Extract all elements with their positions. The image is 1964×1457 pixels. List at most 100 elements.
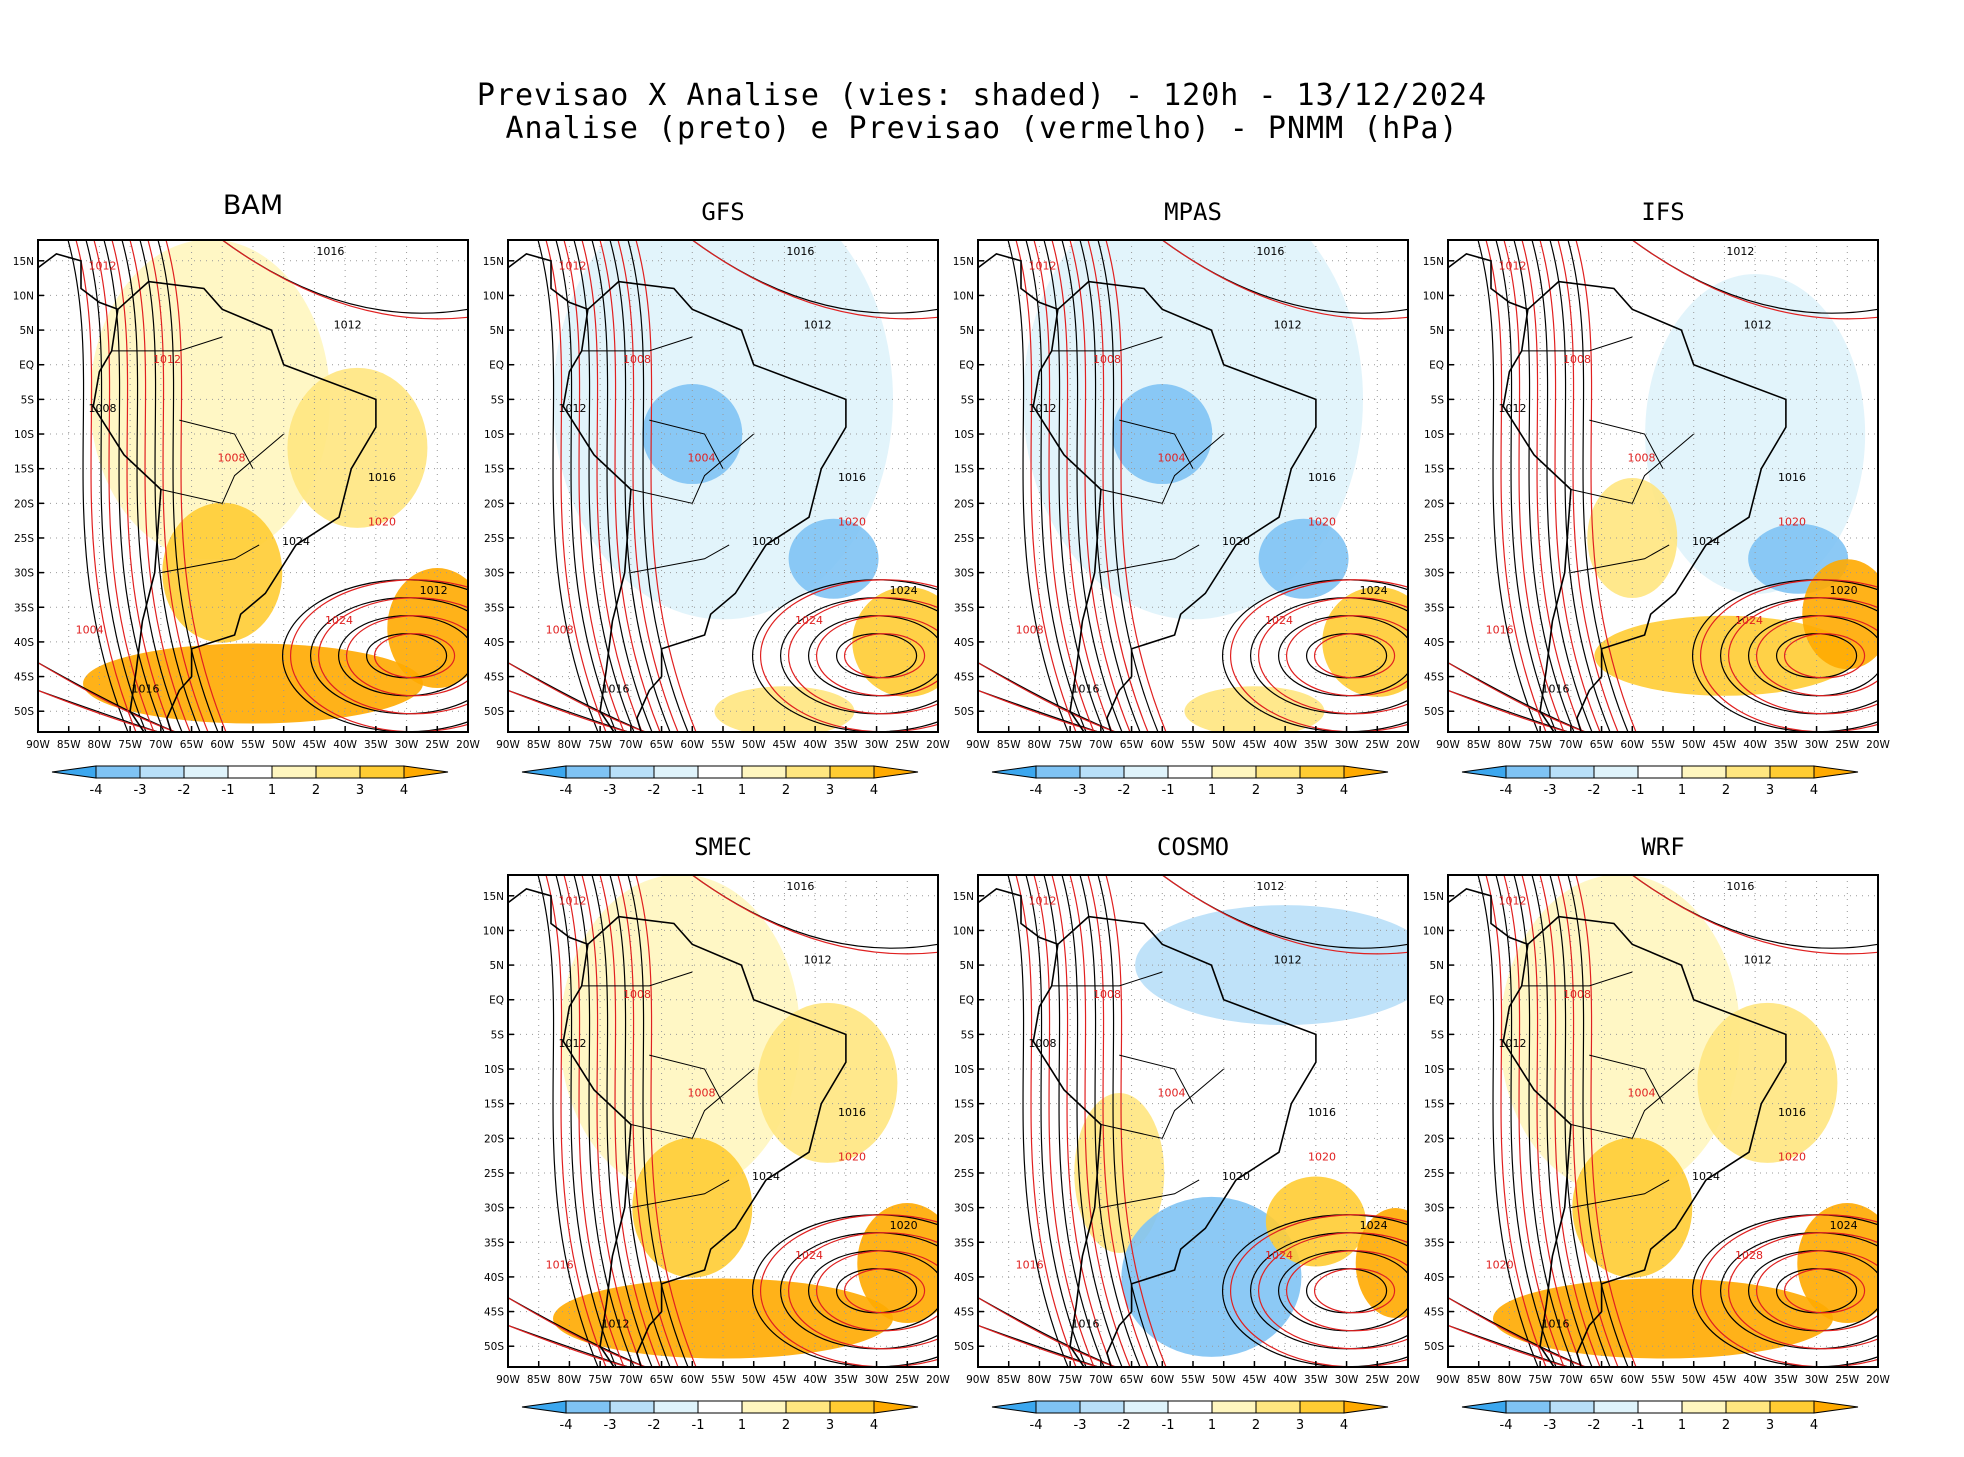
lat-tick-label: 40S (484, 637, 504, 649)
colorbar-label: 3 (356, 783, 364, 798)
lat-tick-label: 20S (954, 1133, 974, 1145)
isobar (1033, 875, 1095, 1367)
pressure-label: 1016 (602, 683, 630, 696)
pressure-label: 1012 (1499, 260, 1527, 273)
pressure-label: 1020 (368, 515, 396, 528)
lat-tick-label: 30S (1424, 568, 1444, 580)
colorbar-label: -4 (560, 783, 573, 798)
isobar (1783, 1268, 1866, 1314)
lon-tick-label: 20W (926, 1374, 950, 1386)
pressure-label: 1016 (1072, 1318, 1100, 1331)
lon-tick-label: 80W (1498, 739, 1522, 751)
colorbar-label: -4 (1030, 1418, 1043, 1433)
lon-tick-label: 90W (496, 739, 520, 751)
isobar (1503, 240, 1565, 732)
lon-tick-label: 80W (1028, 1374, 1052, 1386)
colorbar-label: -1 (1162, 783, 1175, 798)
lat-tick-label: 20S (484, 498, 504, 510)
pressure-label: 1016 (1542, 683, 1570, 696)
lon-tick-label: 60W (210, 739, 234, 751)
colorbar-label: 1 (738, 783, 746, 798)
lat-tick-label: 10N (1423, 290, 1444, 302)
isobar (599, 240, 661, 732)
lat-tick-label: 10S (954, 429, 974, 441)
pressure-label: 1012 (153, 353, 181, 366)
pressure-label: 1024 (1735, 614, 1763, 627)
lon-tick-label: 50W (272, 739, 296, 751)
lat-tick-label: 40S (14, 637, 34, 649)
lon-tick-label: 30W (395, 739, 419, 751)
lat-tick-label: 50S (1424, 1341, 1444, 1353)
lat-tick-label: 5S (491, 1029, 505, 1041)
isobar (617, 240, 679, 732)
isobar (1079, 875, 1141, 1367)
lat-tick-label: 5N (1429, 960, 1444, 972)
isobar (581, 875, 643, 1367)
lon-tick-label: 40W (1273, 1374, 1297, 1386)
pressure-label: 1012 (559, 1037, 587, 1050)
pressure-label: 1016 (1308, 1106, 1336, 1119)
lat-tick-label: 30S (954, 568, 974, 580)
isobar (1549, 875, 1611, 1367)
lon-tick-label: 65W (1590, 739, 1614, 751)
lat-tick-label: 45S (484, 1307, 504, 1319)
isobar (1285, 1250, 1408, 1332)
lat-tick-label: 5S (961, 394, 975, 406)
colorbar-label: -3 (1544, 1418, 1557, 1433)
isobar (318, 597, 468, 715)
pressure-label: 1008 (1093, 988, 1121, 1001)
lon-tick-label: 85W (997, 1374, 1021, 1386)
isobar (93, 240, 155, 732)
lon-tick-label: 20W (1396, 739, 1420, 751)
lat-tick-label: 30S (484, 1203, 504, 1215)
lat-tick-label: 15N (1423, 891, 1444, 903)
lat-tick-label: 25S (1424, 1168, 1444, 1180)
isobar (537, 875, 599, 1367)
colorbar-label: 4 (1810, 1418, 1818, 1433)
lat-tick-label: 15N (953, 256, 974, 268)
isobar (1485, 875, 1547, 1367)
lon-tick-label: 35W (1304, 739, 1328, 751)
pressure-label: 1004 (1158, 451, 1186, 464)
isobar (1007, 240, 1069, 732)
colorbar-label: 4 (400, 783, 408, 798)
isobar (1783, 633, 1866, 679)
lon-tick-label: 75W (1058, 739, 1082, 751)
lon-tick-label: 35W (1774, 1374, 1798, 1386)
lat-tick-label: 5S (21, 394, 35, 406)
lon-tick-label: 20W (456, 739, 480, 751)
pressure-label: 1008 (623, 353, 651, 366)
pressure-label: 1008 (1029, 1037, 1057, 1050)
colorbar-label: -3 (134, 783, 147, 798)
isobar (1477, 240, 1539, 732)
colorbar-label: -4 (1030, 783, 1043, 798)
lat-tick-label: 45S (954, 672, 974, 684)
lon-tick-label: 45W (1243, 1374, 1267, 1386)
lon-tick-label: 50W (1212, 1374, 1236, 1386)
pressure-label: 1012 (420, 584, 448, 597)
isobar (1087, 240, 1149, 732)
panel-title: BAM (222, 190, 284, 221)
colorbar-label: 1 (1208, 783, 1216, 798)
colorbar-label: 2 (312, 783, 320, 798)
bias-shading (287, 367, 428, 528)
lat-tick-label: 5S (1431, 1029, 1445, 1041)
lon-tick-label: 45W (773, 739, 797, 751)
colorbar-label: 2 (782, 783, 790, 798)
colorbar-label: -2 (1118, 783, 1131, 798)
lat-tick-label: EQ (489, 995, 504, 1007)
lat-tick-label: 35S (1424, 1237, 1444, 1249)
isobar (1033, 240, 1095, 732)
colorbar-label: -1 (222, 783, 235, 798)
lat-tick-label: 30S (954, 1203, 974, 1215)
isobar (563, 240, 625, 732)
lon-tick-label: 90W (26, 739, 50, 751)
lon-tick-label: 75W (588, 1374, 612, 1386)
lon-tick-label: 90W (1436, 739, 1460, 751)
lon-tick-label: 65W (180, 739, 204, 751)
bias-shading (788, 518, 879, 599)
lat-tick-label: 20S (1424, 1133, 1444, 1145)
colorbar-label: -3 (1074, 1418, 1087, 1433)
colorbar-label: 3 (826, 1418, 834, 1433)
lon-tick-label: 90W (966, 739, 990, 751)
